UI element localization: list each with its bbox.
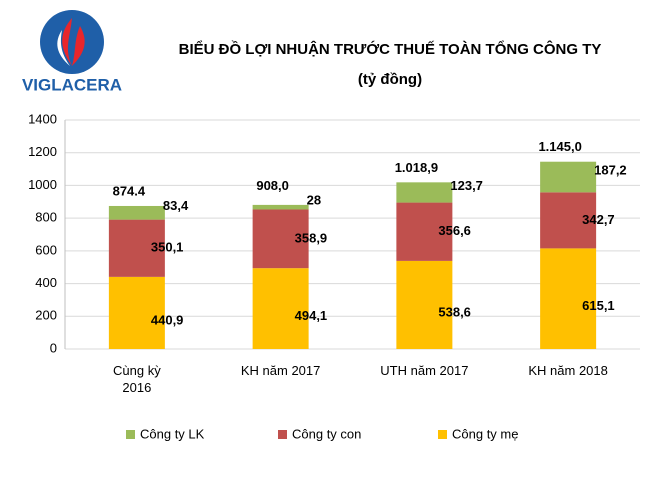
x-tick-label: UTH năm 2017 bbox=[380, 363, 469, 378]
x-tick-label: Cùng kỳ 2016 bbox=[113, 363, 161, 395]
bar-segment bbox=[252, 268, 309, 349]
value-label: 123,7 bbox=[450, 178, 483, 193]
value-label: 350,1 bbox=[151, 240, 184, 255]
legend-swatch bbox=[438, 430, 447, 439]
legend-label: Công ty con bbox=[292, 426, 361, 441]
bar-segment bbox=[540, 161, 597, 193]
bar-segment bbox=[108, 276, 165, 349]
legend-label: Công ty mẹ bbox=[452, 426, 518, 441]
logo-icon bbox=[40, 10, 104, 74]
bar-segment bbox=[108, 219, 165, 277]
total-label: 874.4 bbox=[113, 183, 146, 198]
bar-segment bbox=[396, 202, 453, 261]
y-tick-label: 1200 bbox=[28, 144, 57, 159]
y-tick-label: 0 bbox=[50, 340, 57, 355]
bar-segment bbox=[252, 204, 309, 210]
total-label: 1.018,9 bbox=[395, 160, 438, 175]
value-label: 83,4 bbox=[163, 198, 189, 213]
x-tick-label: KH năm 2017 bbox=[240, 363, 321, 378]
value-label: 615,1 bbox=[582, 298, 615, 313]
y-tick-label: 1400 bbox=[28, 111, 57, 126]
y-tick-label: 800 bbox=[35, 210, 57, 225]
bar-segment bbox=[396, 260, 453, 349]
chart-subtitle: (tỷ đồng) bbox=[358, 71, 422, 88]
value-label: 358,9 bbox=[295, 230, 328, 245]
y-tick-label: 600 bbox=[35, 242, 57, 257]
logo-text: VIGLACERA bbox=[22, 75, 122, 94]
value-label: 440,9 bbox=[151, 312, 184, 327]
bar-segment bbox=[396, 182, 453, 203]
y-tick-label: 400 bbox=[35, 275, 57, 290]
bar-segment bbox=[108, 205, 165, 220]
total-label: 908,0 bbox=[256, 178, 289, 193]
bar-segment bbox=[540, 192, 597, 249]
bar-segment bbox=[252, 209, 309, 269]
y-tick-label: 200 bbox=[35, 308, 57, 323]
value-label: 342,7 bbox=[582, 212, 615, 227]
chart-title: BIỂU ĐỒ LỢI NHUẬN TRƯỚC THUẾ TOÀN TỔNG C… bbox=[179, 40, 602, 58]
legend-swatch bbox=[126, 430, 135, 439]
total-label: 1.145,0 bbox=[538, 139, 581, 154]
legend-swatch bbox=[278, 430, 287, 439]
x-tick-label: KH năm 2018 bbox=[528, 363, 608, 378]
legend-label: Công ty LK bbox=[140, 426, 205, 441]
value-label: 187,2 bbox=[594, 162, 627, 177]
value-label: 28 bbox=[307, 193, 321, 208]
value-label: 494,1 bbox=[295, 308, 328, 323]
value-label: 356,6 bbox=[438, 223, 471, 238]
y-tick-label: 1000 bbox=[28, 177, 57, 192]
value-label: 538,6 bbox=[438, 304, 471, 319]
bar-segment bbox=[540, 248, 597, 349]
